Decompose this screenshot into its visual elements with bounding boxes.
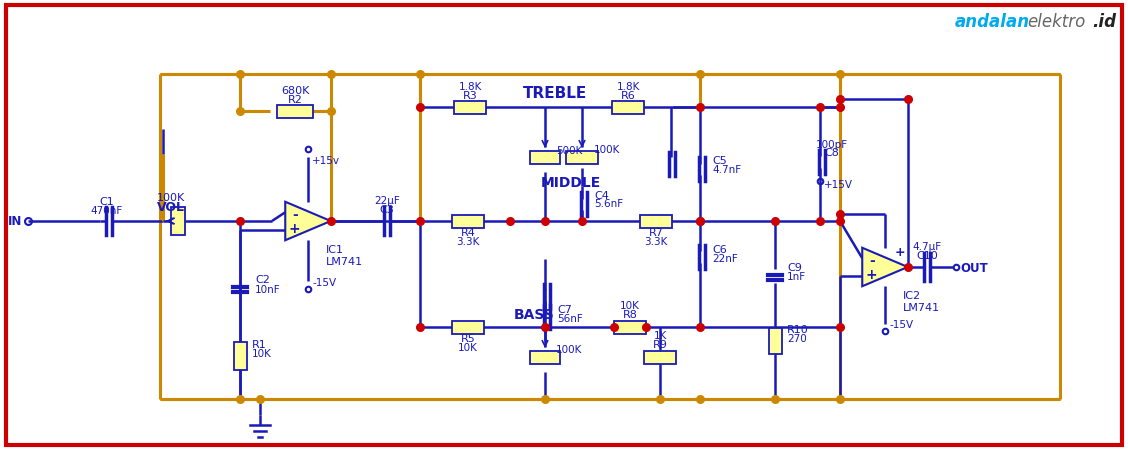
Text: R2: R2 [288, 95, 302, 105]
Text: C4: C4 [594, 191, 609, 201]
Text: -15V: -15V [889, 319, 914, 329]
Text: 10nF: 10nF [255, 285, 281, 295]
Bar [768, 328, 782, 354]
Text: R7: R7 [649, 227, 663, 238]
Text: +: + [866, 267, 878, 281]
Text: C8: C8 [825, 147, 839, 158]
Bar [614, 321, 646, 334]
Text: C2: C2 [255, 274, 270, 285]
Text: elektro: elektro [1026, 13, 1085, 31]
Text: 680K: 680K [281, 86, 309, 96]
Text: R9: R9 [653, 339, 668, 349]
Text: +: + [289, 221, 300, 235]
Text: 10K: 10K [252, 348, 272, 358]
Bar [452, 321, 484, 334]
Text: R6: R6 [620, 91, 635, 101]
Text: 22nF: 22nF [712, 253, 738, 263]
Text: C1: C1 [99, 197, 114, 207]
Text: 100K: 100K [157, 193, 185, 202]
Text: -15V: -15V [312, 277, 336, 287]
Text: +15V: +15V [823, 179, 853, 189]
Text: 1.8K: 1.8K [458, 82, 482, 92]
Text: C7: C7 [557, 304, 572, 314]
Text: 100K: 100K [594, 145, 620, 155]
Text: 100pF: 100pF [816, 140, 848, 150]
Bar [452, 215, 484, 228]
Text: -: - [869, 253, 874, 267]
Bar [453, 101, 486, 114]
Text: 1K: 1K [653, 330, 667, 340]
Text: 3.3K: 3.3K [457, 236, 479, 246]
Text: 4.7µF: 4.7µF [913, 241, 941, 252]
Text: 5.6nF: 5.6nF [594, 198, 623, 208]
Text: R8: R8 [623, 309, 637, 319]
Text: R4: R4 [460, 227, 475, 238]
Text: 500K: 500K [556, 146, 582, 156]
Bar [613, 101, 644, 114]
Text: IN: IN [8, 215, 23, 228]
Text: BASS: BASS [513, 307, 554, 321]
Text: 1.8K: 1.8K [616, 82, 640, 92]
Text: 270: 270 [787, 333, 807, 343]
Text: 22µF: 22µF [374, 196, 399, 206]
Text: C6: C6 [712, 244, 726, 254]
Bar [530, 351, 559, 364]
Text: C5: C5 [712, 156, 726, 166]
Bar [530, 151, 559, 164]
Text: R3: R3 [462, 91, 477, 101]
Text: +15v: +15v [312, 156, 340, 166]
Bar [644, 351, 676, 364]
Text: IC1: IC1 [326, 244, 344, 254]
Text: OUT: OUT [961, 261, 988, 274]
Text: 56nF: 56nF [557, 313, 583, 323]
Text: C3: C3 [380, 205, 395, 215]
Text: LM741: LM741 [326, 257, 363, 267]
Text: 10K: 10K [620, 300, 640, 310]
Bar [566, 151, 598, 164]
Text: R1: R1 [252, 339, 266, 349]
Text: 10K: 10K [458, 342, 478, 352]
Text: andalan: andalan [955, 13, 1030, 31]
Text: 4.7nF: 4.7nF [712, 165, 741, 175]
Bar [233, 342, 247, 370]
Text: TREBLE: TREBLE [523, 85, 588, 100]
Text: MIDDLE: MIDDLE [540, 175, 601, 189]
Text: IC2: IC2 [904, 290, 922, 300]
Text: 1nF: 1nF [787, 272, 807, 281]
Text: LM741: LM741 [904, 303, 940, 313]
Text: -: - [292, 207, 298, 221]
Polygon shape [862, 248, 908, 287]
Bar [640, 215, 672, 228]
Text: 3.3K: 3.3K [644, 236, 668, 246]
Text: 100K: 100K [556, 344, 582, 354]
Text: +: + [895, 246, 905, 259]
Text: VOL: VOL [157, 201, 185, 214]
Polygon shape [285, 202, 331, 241]
Text: R10: R10 [787, 324, 809, 334]
Text: C9: C9 [787, 262, 802, 272]
Text: 470nF: 470nF [91, 206, 123, 216]
Bar [171, 207, 185, 235]
Bar [277, 105, 312, 118]
Text: C10: C10 [916, 250, 937, 260]
Text: .id: .id [1092, 13, 1116, 31]
Text: R5: R5 [460, 333, 475, 343]
